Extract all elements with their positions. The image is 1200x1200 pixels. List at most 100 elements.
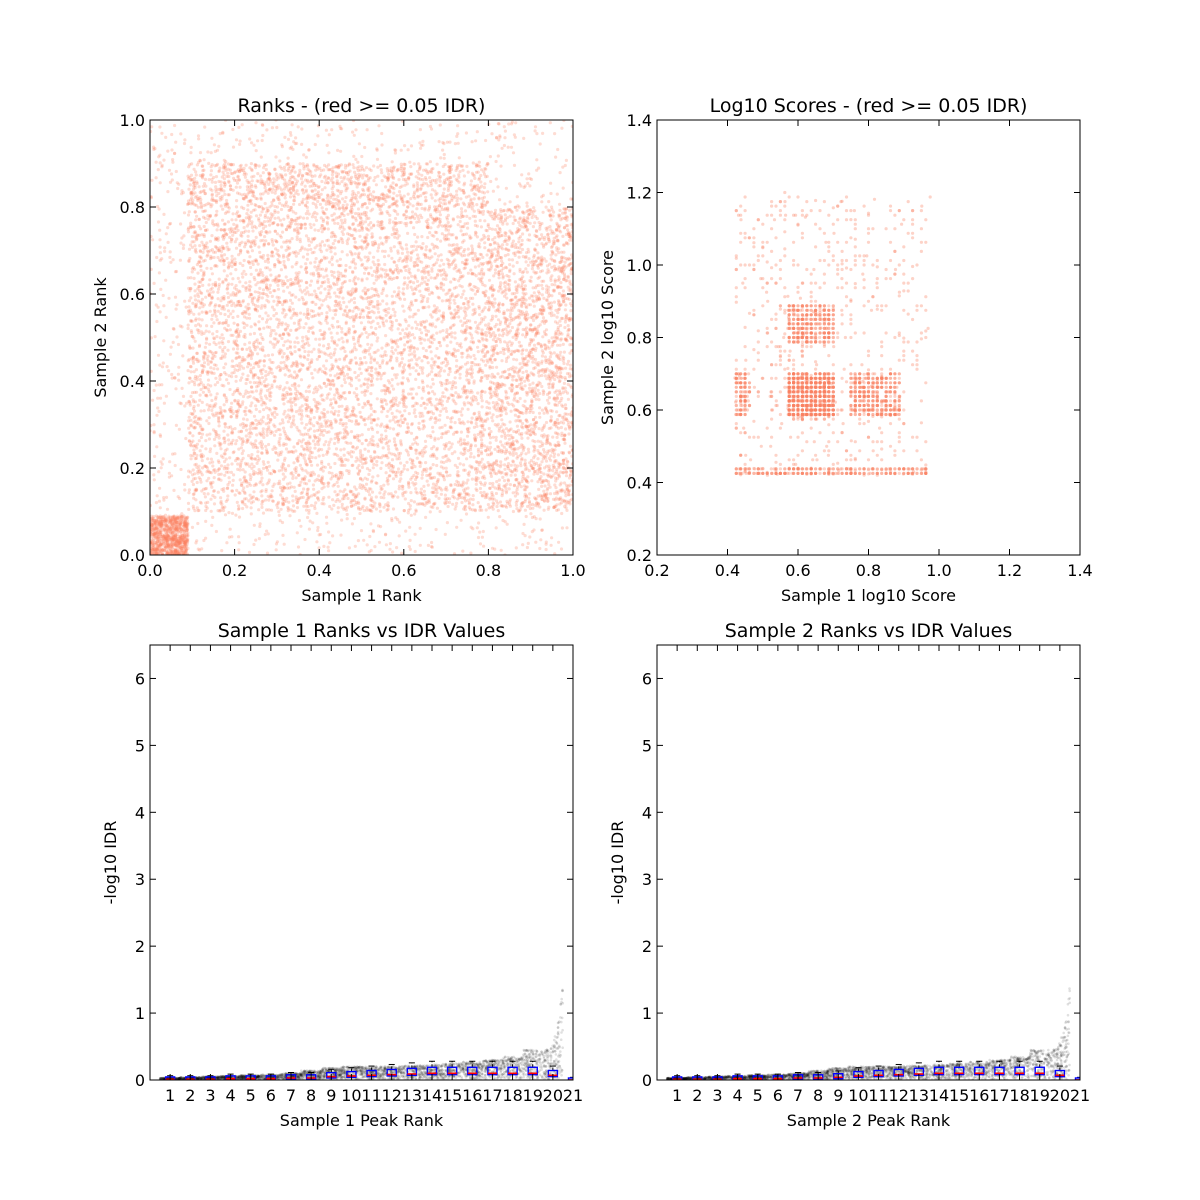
y-axis-label: Sample 2 log10 Score (598, 250, 617, 425)
x-tick-label: 20 (543, 1086, 563, 1105)
x-tick-label: 8 (813, 1086, 823, 1105)
y-axis-label: -log10 IDR (101, 821, 120, 905)
y-tick-label: 0.4 (627, 474, 652, 493)
x-tick-label: 1.4 (1067, 561, 1092, 580)
x-tick-label: 10 (848, 1086, 868, 1105)
data-points (733, 190, 932, 477)
y-tick-label: 1 (135, 1004, 145, 1023)
x-tick-label: 0.6 (391, 561, 416, 580)
axes-frame (656, 644, 1081, 1081)
y-tick-label: 1 (642, 1004, 652, 1023)
axes-frame (149, 119, 574, 556)
x-tick-label: 14 (929, 1086, 949, 1105)
y-tick-label: 0.8 (627, 329, 652, 348)
y-tick-label: 0.6 (627, 401, 652, 420)
y-tick-label: 0.6 (120, 285, 145, 304)
y-tick-label: 0 (135, 1071, 145, 1090)
x-tick-label: 0.0 (137, 561, 162, 580)
x-tick-label: 13 (402, 1086, 422, 1105)
y-ticks: 0 1 2 3 4 5 6 (135, 669, 573, 1090)
point-cluster-5 (734, 466, 928, 477)
x-ticks: 1 2 3 4 5 6 7 8 9 10 11 12 13 14 15 16 17 18 19 20 21 (672, 645, 1090, 1105)
x-tick-label: 17 (989, 1086, 1009, 1105)
point-cluster-2 (186, 205, 490, 514)
point-cluster-6 (734, 190, 932, 476)
y-tick-label: 0.2 (627, 546, 652, 565)
y-tick-label: 0.2 (120, 459, 145, 478)
x-axis-label: Sample 1 Peak Rank (280, 1111, 444, 1130)
y-tick-label: 3 (135, 870, 145, 889)
x-tick-label: 11 (361, 1086, 381, 1105)
y-axis-label: Sample 2 Rank (91, 277, 110, 398)
point-cluster-4 (733, 372, 752, 417)
y-tick-label: 2 (642, 937, 652, 956)
x-tick-label: 9 (326, 1086, 336, 1105)
y-tick-label: 0 (642, 1071, 652, 1090)
x-tick-label: 7 (793, 1086, 803, 1105)
x-ticks: 0.0 0.2 0.4 0.6 0.8 1.0 (137, 120, 586, 580)
x-tick-label: 0.8 (476, 561, 501, 580)
x-tick-label: 19 (1030, 1086, 1050, 1105)
point-cluster-3 (849, 372, 902, 419)
y-tick-label: 0.8 (120, 198, 145, 217)
x-tick-label: 6 (773, 1086, 783, 1105)
y-tick-label: 0.0 (120, 546, 145, 565)
x-axis-label: Sample 2 Peak Rank (787, 1111, 951, 1130)
box-21 (1074, 1076, 1080, 1080)
x-tick-label: 8 (306, 1086, 316, 1105)
x-tick-label: 0.4 (715, 561, 740, 580)
point-cluster-3 (186, 162, 490, 209)
x-tick-label: 4 (225, 1086, 235, 1105)
x-tick-label: 9 (833, 1086, 843, 1105)
x-tick-label: 0.8 (856, 561, 881, 580)
y-tick-label: 6 (642, 669, 652, 688)
y-tick-label: 4 (642, 803, 652, 822)
x-tick-label: 20 (1050, 1086, 1070, 1105)
axes-frame (149, 644, 574, 1081)
chart-title: Sample 1 Ranks vs IDR Values (218, 620, 506, 642)
x-tick-label: 12 (382, 1086, 402, 1105)
point-cluster-5 (150, 120, 573, 555)
x-tick-label: 3 (712, 1086, 722, 1105)
x-tick-label: 12 (889, 1086, 909, 1105)
x-tick-label: 0.6 (785, 561, 810, 580)
y-tick-label: 4 (135, 803, 145, 822)
panel-ranks: 0.0 0.2 0.4 0.6 0.8 1.0 0.0 0.2 0.4 0.6 0.8 1.0 Rank… (91, 95, 586, 605)
x-tick-label: 3 (205, 1086, 215, 1105)
y-axis-label: -log10 IDR (608, 821, 627, 905)
x-tick-label: 14 (422, 1086, 442, 1105)
point-cluster-4 (486, 205, 573, 514)
x-tick-label: 2 (185, 1086, 195, 1105)
x-ticks: 0.2 0.4 0.6 0.8 1.0 1.2 1.4 (644, 120, 1093, 580)
x-tick-label: 16 (969, 1086, 989, 1105)
y-tick-label: 6 (135, 669, 145, 688)
y-tick-label: 5 (642, 736, 652, 755)
data-points (150, 120, 573, 555)
x-tick-label: 15 (949, 1086, 969, 1105)
panel-idr1: 1 2 3 4 5 6 7 8 9 10 11 12 13 14 15 16 17 18 19 20 210123456… (101, 620, 583, 1130)
x-tick-label: 18 (502, 1086, 522, 1105)
y-tick-label: 1.2 (627, 184, 652, 203)
x-tick-label: 10 (341, 1086, 361, 1105)
point-cluster-1 (785, 372, 835, 421)
x-tick-label: 0.2 (644, 561, 669, 580)
x-tick-label: 21 (1070, 1086, 1090, 1105)
y-tick-label: 1.0 (120, 111, 145, 130)
x-tick-label: 17 (482, 1086, 502, 1105)
y-tick-label: 5 (135, 736, 145, 755)
x-tick-label: 0.4 (306, 561, 331, 580)
panel-idr2: 1 2 3 4 5 6 7 8 9 10 11 12 13 14 15 16 17 18 19 20 210123456… (608, 620, 1090, 1130)
panel-scores: 0.2 0.4 0.6 0.8 1.0 1.2 1.4 0.2 0.4 0.6 0.8 1.0 1.2 1… (598, 95, 1093, 605)
y-tick-label: 0.4 (120, 372, 145, 391)
x-tick-label: 6 (266, 1086, 276, 1105)
x-tick-label: 1 (165, 1086, 175, 1105)
y-ticks: 0.0 0.2 0.4 0.6 0.8 1.0 (120, 111, 573, 565)
x-ticks: 1 2 3 4 5 6 7 8 9 10 11 12 13 14 15 16 17 18 19 20 21 (165, 645, 583, 1105)
x-tick-label: 18 (1009, 1086, 1029, 1105)
x-tick-label: 1.0 (926, 561, 951, 580)
point-cluster-1 (150, 514, 190, 555)
x-tick-label: 1.2 (997, 561, 1022, 580)
y-tick-label: 3 (642, 870, 652, 889)
x-tick-label: 1 (672, 1086, 682, 1105)
x-tick-label: 7 (286, 1086, 296, 1105)
